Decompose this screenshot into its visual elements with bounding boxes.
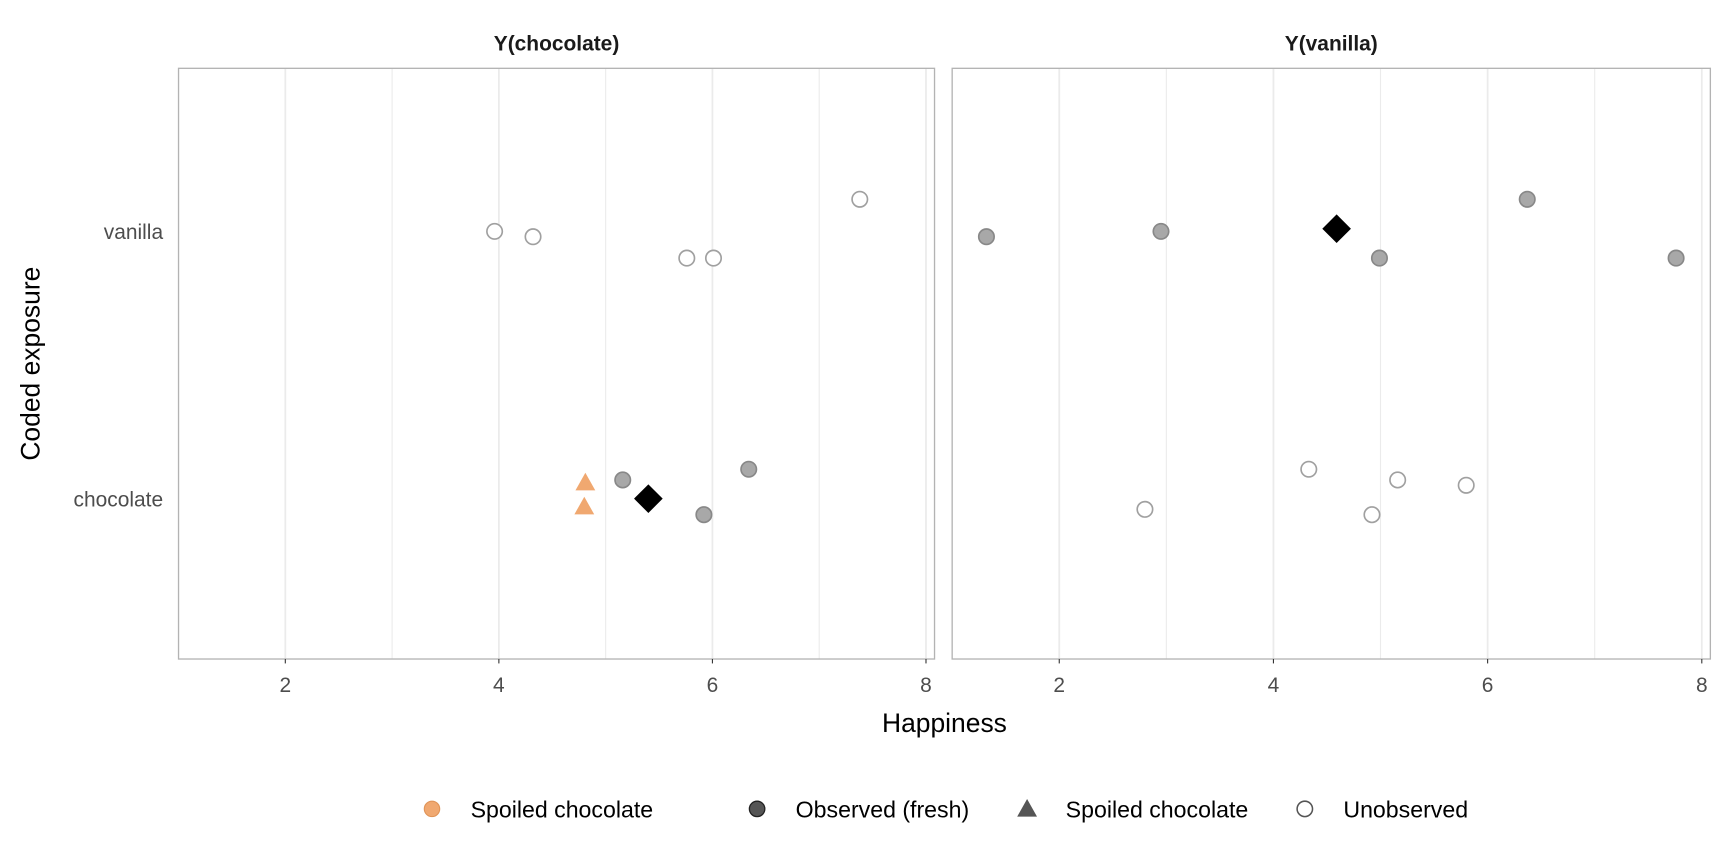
point-observed <box>977 228 995 246</box>
point-spoiled <box>574 496 595 515</box>
legend-label: Unobserved <box>1343 797 1468 823</box>
point-unobserved <box>524 228 542 246</box>
point-unobserved <box>486 222 504 240</box>
point-unobserved <box>1363 506 1381 524</box>
legend-item: Unobserved <box>1296 797 1468 823</box>
panel-title: Y(vanilla) <box>1285 33 1378 56</box>
x-tick-label: 8 <box>1696 674 1708 697</box>
y-tick-label: chocolate <box>74 488 164 511</box>
legend-label: Spoiled chocolate <box>1066 797 1249 823</box>
panel-2: Y(vanilla) 2 4 6 8 <box>951 33 1712 697</box>
point-observed <box>740 460 758 478</box>
legend: Spoiled chocolate Observed (fresh) Spoiled… <box>423 797 1468 823</box>
legend-label: Spoiled chocolate <box>471 797 654 823</box>
point-unobserved <box>1300 460 1318 478</box>
point-observed <box>1518 190 1536 208</box>
y-tick-label: vanilla <box>104 221 164 244</box>
legend-key-circle <box>423 800 441 818</box>
x-tick-label: 2 <box>279 674 291 697</box>
point-mean <box>634 484 663 513</box>
x-tick-label: 2 <box>1053 674 1065 697</box>
point-observed <box>1667 249 1685 267</box>
x-tick-label: 6 <box>707 674 719 697</box>
point-observed <box>1152 222 1170 240</box>
panel-border <box>951 67 1712 660</box>
legend-key-triangle <box>1017 798 1038 817</box>
y-axis-title: Coded exposure <box>16 267 46 461</box>
point-unobserved <box>851 190 869 208</box>
panel-title: Y(chocolate) <box>494 33 620 56</box>
point-unobserved <box>678 249 696 267</box>
x-tick-label: 6 <box>1482 674 1494 697</box>
point-mean <box>1322 214 1351 244</box>
point-observed <box>695 506 713 524</box>
x-tick-label: 8 <box>920 674 932 697</box>
legend-key-circle <box>748 800 766 818</box>
legend-item: Observed (fresh) <box>748 797 970 823</box>
panel-1: Y(chocolate) 2 4 6 8 chocolate vanilla <box>74 33 936 697</box>
x-tick-label: 4 <box>1268 674 1280 697</box>
panel-border <box>177 67 936 660</box>
legend-item: Spoiled chocolate <box>423 797 654 823</box>
point-unobserved <box>704 249 723 267</box>
point-observed <box>614 471 632 489</box>
legend-label: Observed (fresh) <box>796 797 970 823</box>
x-tick-label: 4 <box>493 674 505 697</box>
x-axis-title: Happiness <box>882 708 1007 738</box>
point-observed <box>1370 249 1388 267</box>
point-spoiled <box>575 472 596 491</box>
point-unobserved <box>1136 500 1154 518</box>
legend-item: Spoiled chocolate <box>1017 797 1248 823</box>
point-unobserved <box>1389 471 1407 489</box>
legend-key-circle <box>1296 800 1314 818</box>
point-unobserved <box>1457 476 1475 494</box>
